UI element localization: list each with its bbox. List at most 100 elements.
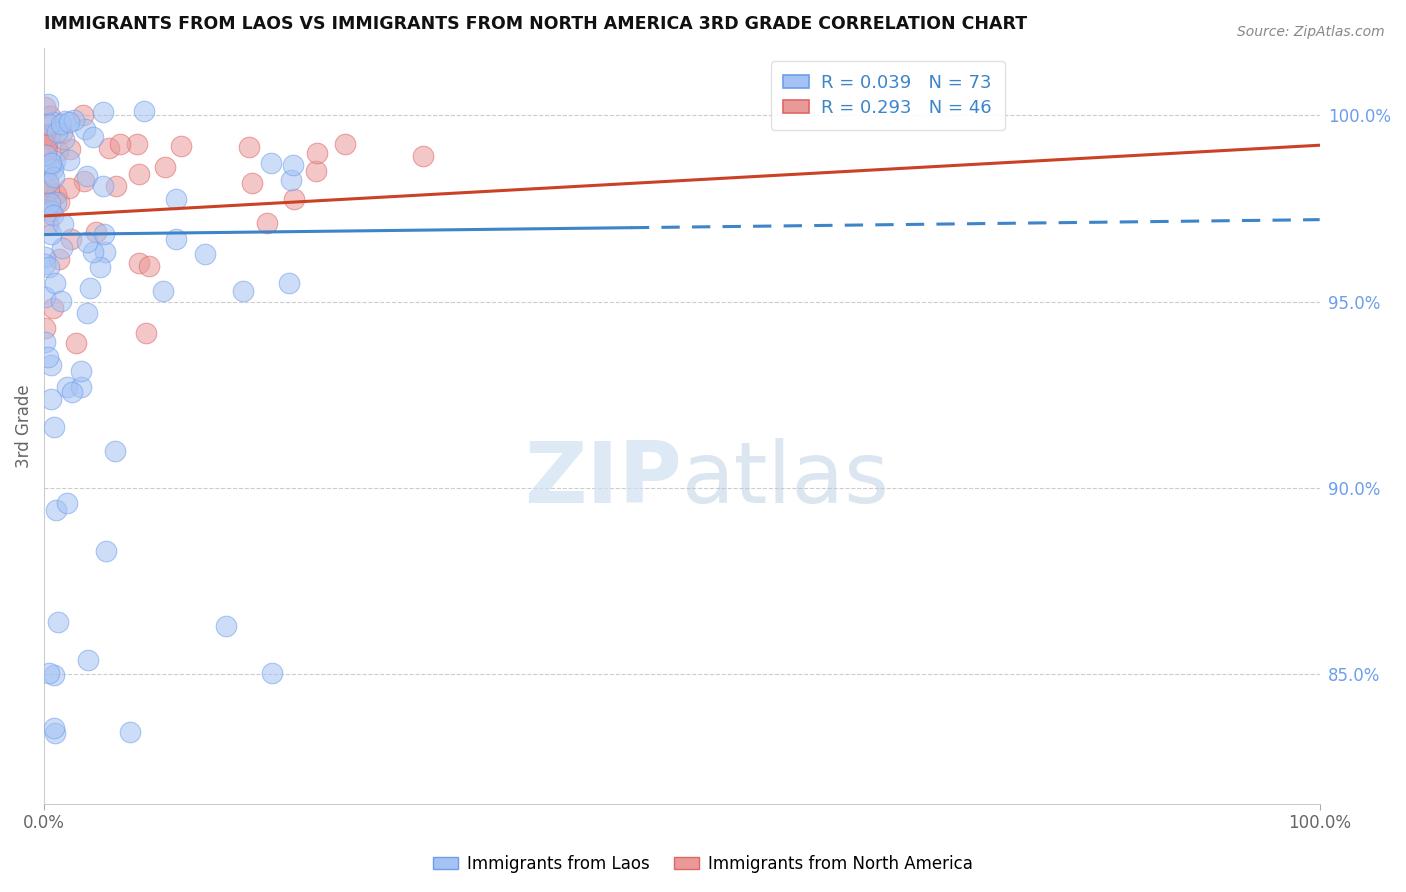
Point [39,109,62,123]
Point [38,260,60,274]
Point [48,195,70,210]
Point [155,160,177,174]
Point [110,136,132,151]
Point [44,726,66,740]
Point [91,178,114,193]
Point [76,169,98,183]
Point [76,235,98,249]
Point [51,241,73,255]
Point [49,293,72,308]
Point [42,115,65,129]
Point [46,124,69,138]
Point [45,503,67,517]
Point [278,276,301,290]
Point [46,145,69,159]
Point [69,363,91,377]
Point [232,284,254,298]
Point [45,194,67,209]
Legend: R = 0.039   N = 73, R = 0.293   N = 46: R = 0.039 N = 73, R = 0.293 N = 46 [770,62,1004,129]
Point [52,132,75,146]
Point [65,335,87,350]
Point [42,667,65,681]
Point [45,186,67,201]
Point [58,153,80,167]
Point [128,256,150,270]
Point [215,618,238,632]
Point [76,653,98,667]
Point [44,170,66,185]
Point [38,183,60,197]
Point [135,326,157,340]
Point [42,420,65,434]
Point [34,127,56,141]
Point [34,257,56,271]
Point [138,259,160,273]
Point [412,149,434,163]
Point [262,665,284,680]
Point [39,204,62,219]
Point [38,130,60,145]
Point [93,245,115,260]
Point [39,128,62,142]
Point [305,164,328,178]
Point [58,115,80,129]
Point [152,284,174,298]
Point [194,247,217,261]
Point [120,725,142,739]
Point [51,126,73,140]
Point [84,225,107,239]
Point [98,140,121,154]
Text: IMMIGRANTS FROM LAOS VS IMMIGRANTS FROM NORTH AMERICA 3RD GRADE CORRELATION CHAR: IMMIGRANTS FROM LAOS VS IMMIGRANTS FROM … [44,15,1028,33]
Point [82,244,104,259]
Point [38,195,60,210]
Point [34,335,56,350]
Point [35,148,58,162]
Point [41,359,63,373]
Point [52,218,75,232]
Point [37,97,59,112]
Point [62,112,84,127]
Point [70,380,93,394]
Point [260,155,283,169]
Text: Source: ZipAtlas.com: Source: ZipAtlas.com [1237,25,1385,39]
Point [44,154,66,169]
Point [59,142,82,156]
Point [128,167,150,181]
Point [34,320,56,334]
Point [34,186,56,200]
Point [42,208,65,222]
Point [59,232,82,246]
Point [79,280,101,294]
Point [34,128,56,142]
Point [132,103,155,118]
Point [38,665,60,680]
Point [305,146,328,161]
Point [42,721,65,735]
Point [39,156,62,170]
Point [42,161,65,176]
Point [333,136,356,151]
Point [89,260,111,274]
Point [37,199,59,213]
Point [75,121,97,136]
Point [104,178,127,193]
Point [127,137,149,152]
Point [72,107,94,121]
Point [56,380,79,394]
Point [46,615,69,630]
Point [82,129,104,144]
Point [49,117,72,131]
Point [104,444,127,458]
Point [238,140,260,154]
Point [39,159,62,173]
Point [44,276,66,290]
Point [37,217,59,231]
Point [37,142,59,156]
Point [42,301,65,316]
Y-axis label: 3rd Grade: 3rd Grade [15,384,32,468]
Point [93,227,115,241]
Point [91,105,114,120]
Point [48,252,70,266]
Point [39,392,62,406]
Point [165,232,187,246]
